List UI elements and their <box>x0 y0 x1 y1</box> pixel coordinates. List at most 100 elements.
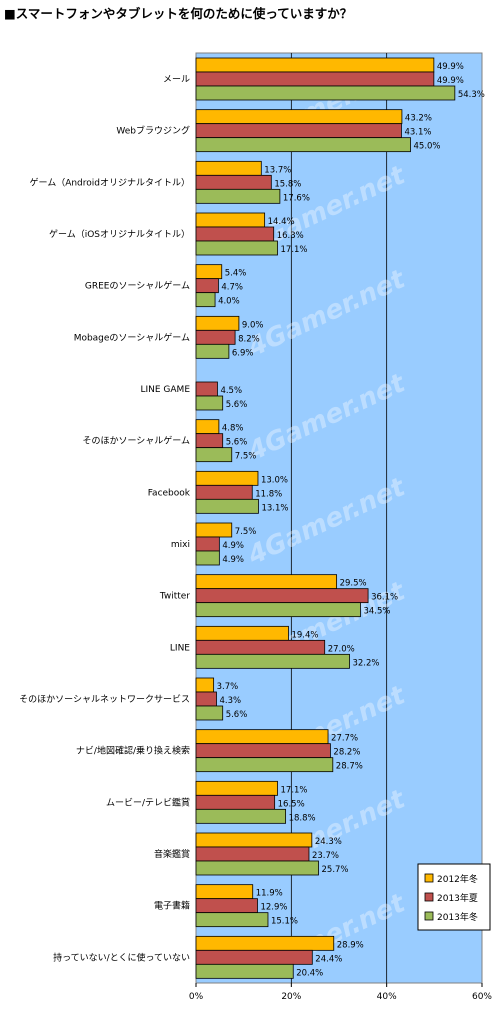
data-label: 24.4% <box>315 954 342 964</box>
bar-2013年夏 <box>195 639 326 655</box>
legend: 2012年冬 2013年夏 2013年冬 <box>417 863 491 931</box>
legend-swatch <box>424 911 434 921</box>
tick-label: 60% <box>472 992 492 1002</box>
data-label: 54.3% <box>458 90 485 100</box>
bar-2012年冬 <box>195 264 223 280</box>
data-label: 15.1% <box>271 917 298 927</box>
bar-2013年冬 <box>195 860 319 876</box>
category-label: GREEのソーシャルゲーム <box>85 280 190 292</box>
bar-2013年夏 <box>195 433 224 449</box>
bar-2013年冬 <box>195 188 281 204</box>
data-label: 19.4% <box>291 630 318 640</box>
category-label: 音楽鑑賞 <box>154 848 190 860</box>
data-label: 28.2% <box>333 748 360 758</box>
data-label: 4.8% <box>222 424 244 434</box>
data-label: 32.2% <box>352 658 379 668</box>
bar-2013年夏 <box>195 898 258 914</box>
data-label: 24.3% <box>315 837 342 847</box>
bar-2013年夏 <box>195 71 435 87</box>
data-label: 13.0% <box>261 475 288 485</box>
category-label: mixi <box>171 540 190 550</box>
data-label: 16.5% <box>278 799 305 809</box>
category-label: LINE GAME <box>140 385 190 395</box>
data-label: 4.9% <box>222 541 244 551</box>
bar-2013年冬 <box>195 447 233 463</box>
bar-2012年冬 <box>195 884 254 900</box>
bar-2013年冬 <box>195 395 224 411</box>
bars-layer <box>195 57 456 979</box>
data-label: 7.5% <box>235 452 257 462</box>
bar-2013年夏 <box>195 174 272 190</box>
data-label: 16.3% <box>277 231 304 241</box>
data-label: 6.9% <box>232 348 254 358</box>
category-label: ゲーム（iOSオリジナルタイトル） <box>49 228 190 240</box>
data-label: 17.1% <box>281 785 308 795</box>
data-label: 49.9% <box>437 62 464 72</box>
bar-2012年冬 <box>195 212 266 228</box>
bar-2012年冬 <box>195 470 259 486</box>
chart-title: ■スマートフォンやタブレットを何のために使っていますか？ <box>4 6 353 21</box>
bar-2012年冬 <box>195 419 220 435</box>
category-label: ナビ/地図確認/乗り換え検索 <box>76 745 190 757</box>
bar-2013年冬 <box>195 343 230 359</box>
bar-2012年冬 <box>195 625 289 641</box>
plot-area <box>195 52 483 984</box>
labels-layer: メール 49.9% 49.9% 54.3% Webブラウジング 43.2% 43.1% 45.… <box>19 62 485 978</box>
category-label: メール <box>163 75 190 85</box>
data-label: 5.6% <box>226 400 248 410</box>
data-label: 45.0% <box>414 142 441 152</box>
category-label: LINE <box>170 643 190 653</box>
data-label: 5.6% <box>226 710 248 720</box>
legend-label: 2013年夏 <box>437 892 478 904</box>
x-axis: 0% 20% 40% 60% <box>189 983 492 1002</box>
bar-2012年冬 <box>195 574 338 590</box>
bar-2012年冬 <box>195 677 215 693</box>
bar-2013年冬 <box>195 550 220 566</box>
bar-2012年冬 <box>195 315 240 331</box>
data-label: 27.7% <box>331 734 358 744</box>
data-label: 3.7% <box>217 682 239 692</box>
data-label: 25.7% <box>322 865 349 875</box>
data-label: 17.6% <box>283 193 310 203</box>
bar-2013年夏 <box>195 846 310 862</box>
bar-2012年冬 <box>195 832 313 848</box>
bar-2013年夏 <box>195 123 402 139</box>
data-label: 43.2% <box>405 114 432 124</box>
data-label: 15.8% <box>274 179 301 189</box>
category-label: ムービー/テレビ鑑賞 <box>106 796 190 808</box>
bar-2013年冬 <box>195 912 269 928</box>
data-label: 17.1% <box>281 245 308 255</box>
data-label: 4.7% <box>221 283 243 293</box>
legend-label: 2012年冬 <box>437 873 478 885</box>
bar-2013年夏 <box>195 794 276 810</box>
bar-2013年冬 <box>195 498 259 514</box>
data-label: 4.3% <box>219 696 241 706</box>
data-label: 11.9% <box>256 889 283 899</box>
bar-2013年夏 <box>195 691 217 707</box>
data-label: 34.5% <box>363 607 390 617</box>
data-label: 49.9% <box>437 76 464 86</box>
category-label: Webブラウジング <box>116 125 190 137</box>
category-label: Facebook <box>148 488 191 498</box>
bar-2013年夏 <box>195 484 253 500</box>
data-label: 43.1% <box>404 128 431 138</box>
grid-layer <box>290 53 388 983</box>
data-label: 9.0% <box>242 320 264 330</box>
tick-label: 0% <box>189 992 204 1002</box>
bar-2013年夏 <box>195 536 220 552</box>
data-label: 4.5% <box>220 386 242 396</box>
bar-2013年夏 <box>195 278 219 294</box>
bar-2013年冬 <box>195 137 411 153</box>
data-label: 23.7% <box>312 851 339 861</box>
data-label: 7.5% <box>235 527 257 537</box>
data-label: 14.4% <box>268 217 295 227</box>
category-label: ゲーム（Androidオリジナルタイトル） <box>29 176 190 188</box>
category-label: そのほかソーシャルゲーム <box>82 435 190 447</box>
category-label: 電子書籍 <box>154 900 190 912</box>
bar-2013年冬 <box>195 705 224 721</box>
bar-2013年夏 <box>195 226 275 242</box>
bar-2013年冬 <box>195 240 278 256</box>
category-label: Twitter <box>159 592 190 602</box>
bar-2013年冬 <box>195 808 287 824</box>
bar-2013年冬 <box>195 757 334 773</box>
